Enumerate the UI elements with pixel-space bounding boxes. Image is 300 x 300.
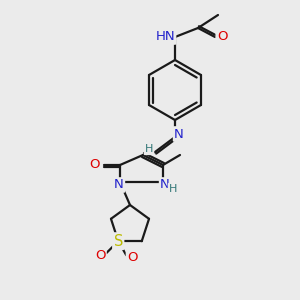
Text: S: S: [114, 234, 123, 249]
Text: H: H: [145, 144, 153, 154]
Text: O: O: [95, 249, 106, 262]
Text: N: N: [114, 178, 124, 191]
Text: H: H: [169, 184, 177, 194]
Text: O: O: [127, 251, 137, 264]
Text: O: O: [217, 31, 227, 44]
Text: O: O: [90, 158, 100, 172]
Text: N: N: [174, 128, 184, 140]
Text: N: N: [160, 178, 170, 191]
Text: HN: HN: [155, 31, 175, 44]
